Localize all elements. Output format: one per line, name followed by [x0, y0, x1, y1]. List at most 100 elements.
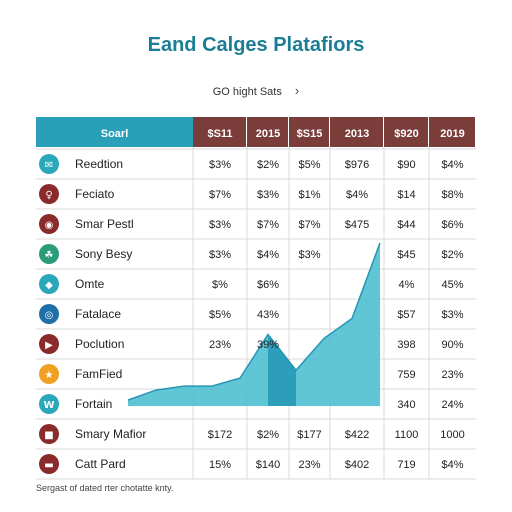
table-cell: $1% — [298, 189, 320, 201]
column-header: 2019 — [440, 128, 464, 140]
table-cell: $177 — [297, 429, 321, 441]
header-cell — [193, 117, 246, 147]
table-cell: $172 — [208, 429, 232, 441]
column-header: $S11 — [207, 128, 232, 140]
sub-link-label: GO hight Sats — [212, 86, 282, 98]
table-cell: 23% — [298, 459, 320, 471]
pin-icon — [39, 214, 59, 234]
column-header: $920 — [394, 128, 418, 140]
table-cell: $140 — [256, 459, 280, 471]
table-cell: $422 — [345, 429, 369, 441]
row-label: Fatalace — [75, 307, 121, 321]
table-cell: $5% — [209, 309, 231, 321]
table-cell: 23% — [209, 339, 231, 351]
row-label: Catt Pard — [75, 457, 126, 471]
table-cell: 15% — [209, 459, 231, 471]
table-cell: $3% — [209, 219, 231, 231]
area-series — [128, 242, 380, 406]
table-cell: 24% — [441, 399, 463, 411]
person-icon — [39, 184, 59, 204]
table-cell: $402 — [345, 459, 369, 471]
footer-note: Sergast of dated rter chotatte knty. — [36, 483, 174, 493]
diamond-icon — [39, 274, 59, 294]
table-cell: $90 — [397, 159, 415, 171]
table-cell: 4% — [399, 279, 415, 291]
table-cell: $3% — [257, 189, 279, 201]
table-cell: $6% — [441, 219, 463, 231]
table-cell: $45 — [397, 249, 415, 261]
table-cell: $% — [212, 279, 228, 291]
table-cell: 340 — [397, 399, 415, 411]
header-cell — [330, 117, 383, 147]
chevron-right-icon: › — [294, 83, 300, 98]
header-cell — [429, 117, 475, 147]
card-icon-glyph: ▬ — [44, 460, 53, 471]
row-label: Smar Pestl — [75, 217, 134, 231]
table-cell: $976 — [345, 159, 369, 171]
row-label: FamFied — [75, 367, 122, 381]
row-label: Omte — [75, 277, 105, 291]
table-cell: 1000 — [440, 429, 464, 441]
table-cell: 398 — [397, 339, 415, 351]
table-cell: $3% — [298, 249, 320, 261]
chat-icon-glyph: ✉ — [45, 160, 53, 171]
table-cell: $7% — [257, 219, 279, 231]
table-cell: $5% — [298, 159, 320, 171]
header-cell — [289, 117, 329, 147]
bookmark-icon — [39, 424, 59, 444]
table-cell: $2% — [257, 159, 279, 171]
table-cell: $7% — [298, 219, 320, 231]
play-icon — [39, 334, 59, 354]
column-header: $S15 — [297, 128, 323, 140]
w-icon-glyph: W — [43, 400, 54, 411]
bookmark-icon-glyph: ■ — [44, 430, 53, 441]
table-cell: 1100 — [395, 429, 419, 441]
chart-title: Eand Calges Platafiors — [147, 34, 365, 56]
column-header: 2013 — [345, 128, 369, 140]
globe-icon — [39, 304, 59, 324]
person-icon-glyph: ♀ — [45, 190, 52, 201]
leaf-icon — [39, 244, 59, 264]
area-outline — [127, 242, 381, 401]
table-cell: 759 — [397, 369, 415, 381]
table-cell: $3% — [209, 249, 231, 261]
table-cell: 39% — [257, 339, 279, 351]
header-cell — [36, 117, 193, 147]
table-cell: $3% — [209, 159, 231, 171]
table-cell: $475 — [345, 219, 369, 231]
card-icon — [39, 454, 59, 474]
table-cell: $4% — [346, 189, 368, 201]
table-cell: 43% — [257, 309, 279, 321]
pin-icon-glyph: ◉ — [45, 220, 54, 231]
row-label: Smary Mafior — [75, 427, 146, 441]
leaf-icon-glyph: ☘ — [45, 250, 54, 261]
globe-icon-glyph: ◎ — [45, 310, 54, 321]
shield-icon-glyph: ★ — [45, 370, 54, 381]
column-header: Soarl — [101, 128, 129, 140]
table-cell: $8% — [441, 189, 463, 201]
sub-link[interactable]: GO hight Sats › — [0, 83, 512, 98]
table-cell: $44 — [397, 219, 415, 231]
row-label: Reedtion — [75, 157, 123, 171]
diamond-icon-glyph: ◆ — [45, 280, 53, 291]
table-cell: $57 — [397, 309, 415, 321]
w-icon — [39, 394, 59, 414]
table-cell: $2% — [257, 429, 279, 441]
area-facet — [268, 334, 296, 406]
header-cell — [384, 117, 428, 147]
row-label: Feciato — [75, 187, 115, 201]
table-cell: $14 — [397, 189, 415, 201]
table-cell: 45% — [441, 279, 463, 291]
table-cell: 719 — [397, 459, 415, 471]
shield-icon — [39, 364, 59, 384]
column-header: 2015 — [256, 128, 280, 140]
table-cell: $4% — [441, 459, 463, 471]
row-label: Sony Besy — [75, 247, 132, 261]
play-icon-glyph: ▶ — [45, 340, 53, 351]
table-cell: $4% — [257, 249, 279, 261]
table-cell: 90% — [441, 339, 463, 351]
table-cell: $3% — [441, 309, 463, 321]
table-cell: $6% — [257, 279, 279, 291]
row-label: Fortain — [75, 397, 112, 411]
